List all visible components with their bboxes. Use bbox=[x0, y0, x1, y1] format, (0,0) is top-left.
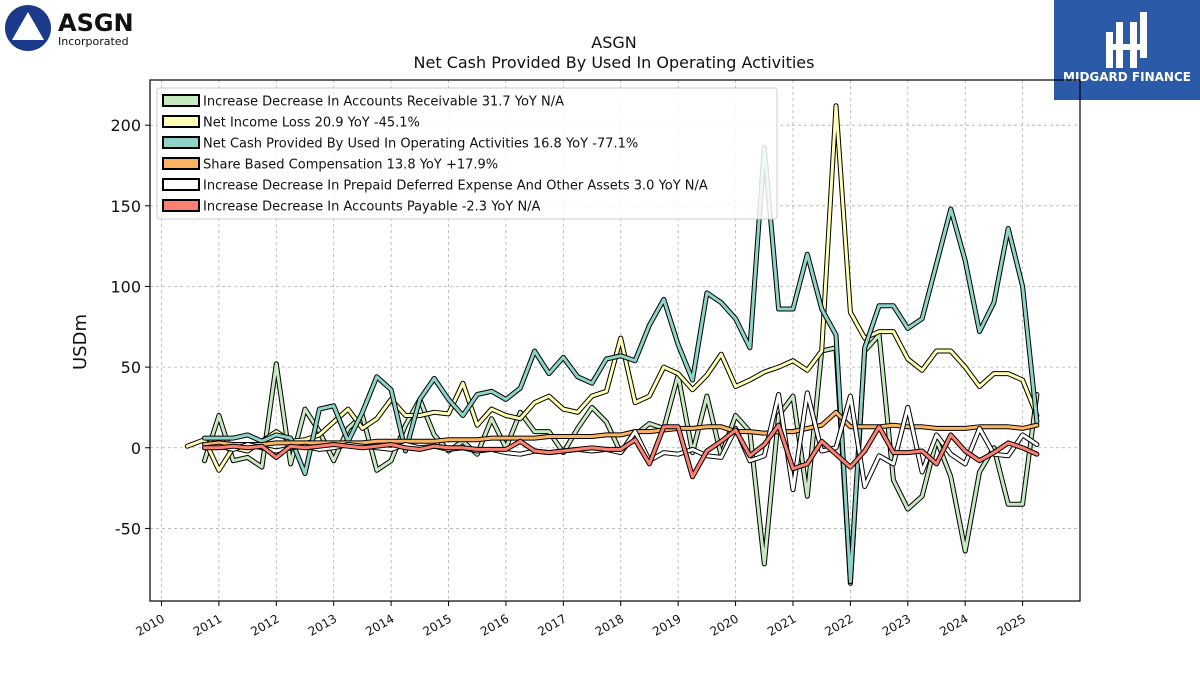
legend-swatch bbox=[162, 157, 200, 170]
legend-swatch bbox=[162, 115, 200, 128]
publisher-name: MIDGARD FINANCE bbox=[1063, 70, 1191, 84]
legend-label: Share Based Compensation 13.8 YoY +17.9% bbox=[203, 158, 498, 173]
x-tick-label: 2019 bbox=[650, 611, 683, 638]
x-tick-label: 2010 bbox=[134, 611, 167, 638]
x-tick-label: 2013 bbox=[306, 611, 339, 638]
legend-item: Increase Decrease In Accounts Receivable… bbox=[162, 94, 564, 110]
series-6 bbox=[202, 422, 1040, 480]
x-tick-label: 2023 bbox=[880, 611, 913, 638]
series-4 bbox=[202, 409, 1040, 447]
legend-swatch bbox=[162, 199, 200, 212]
y-tick-label: 100 bbox=[110, 277, 141, 296]
x-tick-label: 2018 bbox=[593, 611, 626, 638]
y-tick-label: 50 bbox=[121, 358, 141, 377]
x-tick-label: 2012 bbox=[248, 611, 281, 638]
legend-item: Share Based Compensation 13.8 YoY +17.9% bbox=[162, 157, 498, 173]
legend-label: Net Cash Provided By Used In Operating A… bbox=[203, 137, 638, 152]
y-tick-label: 0 bbox=[131, 439, 141, 458]
series-line bbox=[203, 146, 1039, 584]
chart-subtitle: Net Cash Provided By Used In Operating A… bbox=[414, 53, 815, 72]
x-tick-label: 2022 bbox=[822, 611, 855, 638]
legend-label: Net Income Loss 20.9 YoY -45.1% bbox=[203, 116, 420, 131]
series-line bbox=[203, 410, 1039, 446]
x-tick-label: 2015 bbox=[421, 611, 454, 638]
logo-triangle-icon bbox=[12, 12, 44, 40]
legend-box bbox=[156, 87, 778, 220]
series-line bbox=[185, 104, 1039, 472]
x-tick-label: 2014 bbox=[363, 611, 396, 638]
legend-swatch bbox=[162, 136, 200, 149]
y-tick-label: 150 bbox=[110, 197, 141, 216]
y-tick-label: 200 bbox=[110, 116, 141, 135]
plot-frame bbox=[149, 79, 1081, 602]
legend-label: Increase Decrease In Prepaid Deferred Ex… bbox=[203, 179, 708, 194]
x-tick-label: 2011 bbox=[191, 611, 224, 638]
series-2 bbox=[184, 103, 1040, 473]
series-lines bbox=[184, 103, 1040, 586]
x-tick-label: 2025 bbox=[995, 611, 1028, 638]
legend-swatch bbox=[162, 178, 200, 191]
midgard-finance-logo: MIDGARD FINANCE bbox=[1054, 0, 1200, 100]
legend-label: Increase Decrease In Accounts Receivable… bbox=[203, 95, 564, 110]
asgn-logo: ASGN Incorporated bbox=[4, 4, 154, 54]
midgard-mark-icon bbox=[1106, 12, 1147, 68]
y-tick-label: -50 bbox=[115, 519, 141, 538]
x-tick-label: 2021 bbox=[765, 611, 798, 638]
legend-item: Increase Decrease In Accounts Payable -2… bbox=[162, 199, 541, 215]
series-line bbox=[203, 423, 1039, 479]
chart-title: ASGN bbox=[591, 33, 636, 52]
x-tick-label: 2024 bbox=[937, 611, 970, 638]
x-tick-label: 2016 bbox=[478, 611, 511, 638]
x-tick-label: 2017 bbox=[535, 611, 568, 638]
y-axis-label: USDm bbox=[70, 314, 91, 370]
legend-label: Increase Decrease In Accounts Payable -2… bbox=[203, 200, 541, 215]
x-tick-label: 2020 bbox=[708, 611, 741, 638]
logo-name: ASGN bbox=[58, 9, 134, 37]
legend: Increase Decrease In Accounts Receivable… bbox=[156, 87, 778, 220]
legend-item: Net Cash Provided By Used In Operating A… bbox=[162, 136, 638, 152]
series-3 bbox=[202, 145, 1040, 585]
legend-item: Increase Decrease In Prepaid Deferred Ex… bbox=[162, 178, 708, 194]
logo-subtitle: Incorporated bbox=[58, 35, 129, 48]
legend-swatch bbox=[162, 94, 200, 107]
legend-item: Net Income Loss 20.9 YoY -45.1% bbox=[162, 115, 420, 131]
